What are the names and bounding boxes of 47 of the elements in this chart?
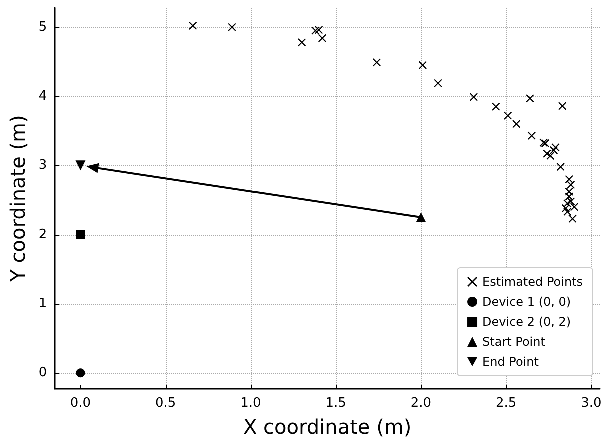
point	[546, 152, 555, 160]
point	[470, 93, 478, 102]
point	[76, 160, 86, 171]
y-tick-label: 3	[38, 158, 48, 174]
x-tick-label: 0.5	[155, 396, 176, 411]
point	[512, 120, 521, 128]
point	[434, 79, 442, 88]
legend-label: Device 1 (0, 0)	[482, 295, 572, 309]
point	[418, 61, 427, 70]
x-tick-label: 2.5	[496, 396, 517, 411]
point	[568, 214, 577, 223]
y-tick-label: 5	[38, 20, 48, 35]
point	[492, 102, 500, 111]
legend-label: End Point	[482, 355, 540, 369]
y-axis-title: Y coordinate (m)	[6, 115, 30, 283]
point	[564, 200, 572, 208]
y-tick-label: 4	[38, 89, 48, 104]
point	[528, 132, 536, 140]
point	[558, 102, 567, 110]
point	[556, 163, 565, 172]
y-tick-label: 0	[38, 366, 48, 381]
y-tick-label: 1	[38, 296, 48, 312]
point	[567, 181, 576, 190]
point	[315, 26, 324, 34]
point	[526, 94, 534, 103]
point	[189, 22, 198, 30]
point	[76, 368, 86, 378]
point	[228, 23, 236, 32]
y-tick-label: 2	[38, 227, 48, 242]
point	[318, 34, 326, 42]
point	[298, 38, 306, 47]
point	[570, 203, 578, 212]
point	[565, 175, 574, 184]
x-axis-title: X coordinate (m)	[243, 415, 412, 439]
x-tick-label: 1.0	[240, 396, 262, 411]
point	[552, 144, 560, 152]
point	[372, 58, 381, 67]
point	[504, 112, 512, 120]
x-tick-label: 3.0	[581, 396, 602, 411]
x-tick-label: 0.0	[70, 396, 92, 411]
x-tick-label: 2.0	[410, 396, 432, 411]
legend-label: Estimated Points	[482, 275, 583, 289]
legend-label: Device 2 (0, 2)	[482, 315, 572, 329]
legend-label: Start Point	[482, 335, 546, 349]
x-tick-label: 1.5	[326, 396, 346, 411]
point	[76, 230, 86, 240]
point	[564, 208, 572, 216]
